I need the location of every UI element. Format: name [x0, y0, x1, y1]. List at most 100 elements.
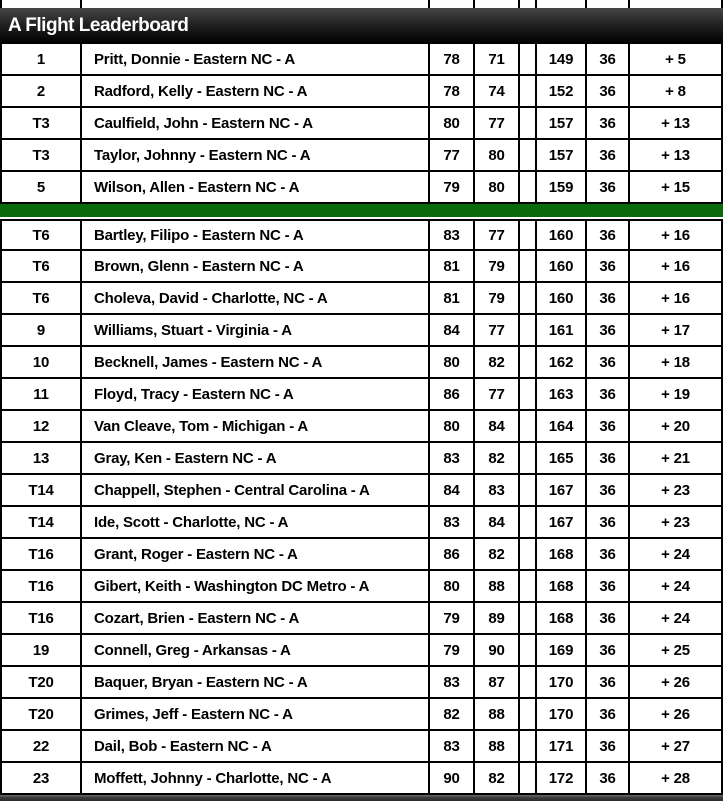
player-cell: Wilson, Allen - Eastern NC - A [82, 172, 430, 202]
to-par-cell: + 13 [661, 146, 690, 164]
rank-cell: 19 [2, 635, 82, 665]
player-cell: Dail, Bob - Eastern NC - A [82, 731, 430, 761]
to-par-cell: + 26 [661, 673, 690, 691]
to-par-cell: + 16 [661, 226, 690, 244]
leaderboard-row: T16 Gibert, Keith - Washington DC Metro … [0, 571, 723, 603]
round1-cell: 81 [430, 251, 475, 281]
total-cell: 161 [537, 315, 587, 345]
player-cell: Baquer, Bryan - Eastern NC - A [82, 667, 430, 697]
player-cell: Brown, Glenn - Eastern NC - A [82, 251, 430, 281]
round1-cell: 78 [430, 44, 475, 74]
round2-cell: 79 [475, 283, 520, 313]
player-cell: Chappell, Stephen - Central Carolina - A [82, 475, 430, 505]
round2-cell: 74 [475, 76, 520, 106]
spacer-cell [520, 443, 537, 473]
player-cell: Ide, Scott - Charlotte, NC - A [82, 507, 430, 537]
round2-cell: 77 [475, 379, 520, 409]
rank-cell: 23 [2, 763, 82, 793]
player-cell: Connell, Greg - Arkansas - A [82, 635, 430, 665]
spacer-cell [520, 539, 537, 569]
round1-cell: 90 [430, 763, 475, 793]
to-par-cell: + 20 [661, 417, 690, 435]
par-cell: 36 [587, 507, 630, 537]
spacer-cell [520, 635, 537, 665]
player-cell: Van Cleave, Tom - Michigan - A [82, 411, 430, 441]
rank-cell: T16 [2, 539, 82, 569]
to-par-cell: + 23 [661, 513, 690, 531]
rank-cell: T16 [2, 571, 82, 601]
partial-row-cell [2, 0, 82, 8]
round2-cell: 77 [475, 221, 520, 249]
round2-cell: 88 [475, 699, 520, 729]
to-par-cell: + 21 [661, 449, 690, 467]
par-cell: 36 [587, 347, 630, 377]
rank-cell: T6 [2, 251, 82, 281]
rank-cell: 22 [2, 731, 82, 761]
par-cell: 36 [587, 251, 630, 281]
total-cell: 157 [537, 108, 587, 138]
total-cell: 160 [537, 251, 587, 281]
partial-row-cell [630, 0, 721, 8]
spacer-cell [520, 251, 537, 281]
to-par-cell: + 28 [661, 769, 690, 787]
to-par-cell: + 27 [661, 737, 690, 755]
player-cell: Bartley, Filipo - Eastern NC - A [82, 221, 430, 249]
rank-cell: 13 [2, 443, 82, 473]
leaderboard-row: 5 Wilson, Allen - Eastern NC - A 79 80 1… [0, 172, 723, 204]
spacer-cell [520, 699, 537, 729]
partial-row-cell [587, 0, 630, 8]
round1-cell: 86 [430, 539, 475, 569]
total-cell: 160 [537, 283, 587, 313]
total-cell: 159 [537, 172, 587, 202]
total-cell: 152 [537, 76, 587, 106]
round1-cell: 84 [430, 475, 475, 505]
leaderboard-row: 1 Pritt, Donnie - Eastern NC - A 78 71 1… [0, 44, 723, 76]
par-cell: 36 [587, 76, 630, 106]
round2-cell: 77 [475, 315, 520, 345]
leaderboard-row: 13 Gray, Ken - Eastern NC - A 83 82 165 … [0, 443, 723, 475]
spacer-cell [520, 140, 537, 170]
to-par-cell: + 24 [661, 609, 690, 627]
spacer-cell [520, 108, 537, 138]
leaderboard-row: 2 Radford, Kelly - Eastern NC - A 78 74 … [0, 76, 723, 108]
round1-cell: 81 [430, 283, 475, 313]
leaderboard-row: 23 Moffett, Johnny - Charlotte, NC - A 9… [0, 763, 723, 795]
leaderboard-row: T14 Ide, Scott - Charlotte, NC - A 83 84… [0, 507, 723, 539]
to-par-cell: + 25 [661, 641, 690, 659]
rank-cell: 10 [2, 347, 82, 377]
player-cell: Williams, Stuart - Virginia - A [82, 315, 430, 345]
round2-cell: 79 [475, 251, 520, 281]
round1-cell: 80 [430, 411, 475, 441]
round2-cell: 77 [475, 108, 520, 138]
par-cell: 36 [587, 172, 630, 202]
rank-cell: 2 [2, 76, 82, 106]
round2-cell: 90 [475, 635, 520, 665]
par-cell: 36 [587, 379, 630, 409]
spacer-cell [520, 507, 537, 537]
to-par-cell: + 5 [665, 50, 686, 68]
to-par-cell: + 24 [661, 545, 690, 563]
player-cell: Grant, Roger - Eastern NC - A [82, 539, 430, 569]
total-cell: 157 [537, 140, 587, 170]
rank-cell: T3 [2, 140, 82, 170]
total-cell: 168 [537, 571, 587, 601]
round2-cell: 80 [475, 172, 520, 202]
par-cell: 36 [587, 667, 630, 697]
to-par-cell: + 17 [661, 321, 690, 339]
round1-cell: 86 [430, 379, 475, 409]
leaderboard-row: T6 Bartley, Filipo - Eastern NC - A 83 7… [0, 219, 723, 251]
par-cell: 36 [587, 108, 630, 138]
round1-cell: 83 [430, 443, 475, 473]
round1-cell: 80 [430, 571, 475, 601]
rank-cell: T14 [2, 507, 82, 537]
to-par-cell: + 19 [661, 385, 690, 403]
player-cell: Taylor, Johnny - Eastern NC - A [82, 140, 430, 170]
round2-cell: 84 [475, 507, 520, 537]
partial-row-above [0, 0, 723, 8]
player-cell: Grimes, Jeff - Eastern NC - A [82, 699, 430, 729]
round2-cell: 71 [475, 44, 520, 74]
round2-cell: 82 [475, 443, 520, 473]
flight-header-title: A Flight Leaderboard [8, 15, 189, 36]
leaderboard-row: T6 Choleva, David - Charlotte, NC - A 81… [0, 283, 723, 315]
leaderboard-row: T3 Caulfield, John - Eastern NC - A 80 7… [0, 108, 723, 140]
